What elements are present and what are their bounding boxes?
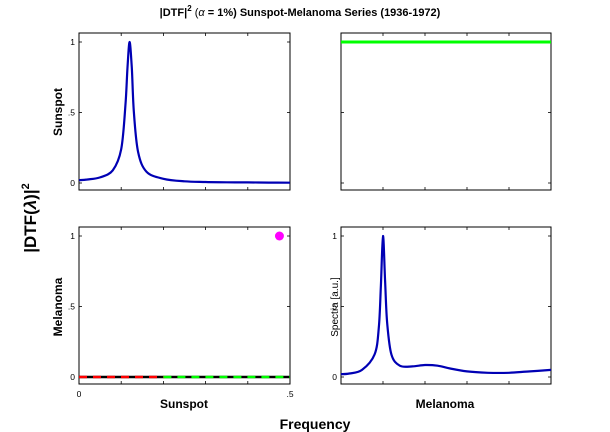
significance-marker [274,231,284,241]
spectra-label: Spectra [a.u.] [330,277,341,337]
y-tick-label: 0 [70,372,75,382]
spectrum-line [78,40,291,184]
col-label-sunspot: Sunspot [160,397,208,411]
y-axis-label: |DTF(λ)|2 [20,183,40,252]
panel-melanoma-melanoma: 0.51 [330,226,552,385]
panel-frame [78,226,291,385]
col-label-melanoma: Melanoma [416,397,475,411]
row-label-sunspot: Sunspot [51,88,65,136]
y-tick-label: 1 [332,231,337,241]
chart-title: |DTF|2 (α = 1%) Sunspot-Melanoma Series … [160,4,441,19]
y-tick-label: .5 [330,302,337,312]
row-label-melanoma: Melanoma [51,277,65,336]
panel-frame [78,32,291,191]
y-tick-label: .5 [68,108,75,118]
panel-melanoma-sunspot: 0 .5 1 0 .5 [68,226,294,399]
y-tick-label: 1 [70,37,75,47]
spectrum-line [340,234,552,376]
y-tick-label: 0 [70,178,75,188]
panel-frame [340,226,552,385]
panel-frame [340,32,552,191]
y-tick-label: .5 [68,302,75,312]
panel-sunspot-sunspot: 0.51 [68,32,291,191]
x-tick-label: .5 [286,389,293,399]
y-tick-label: 1 [70,231,75,241]
panel-sunspot-melanoma [340,32,552,191]
x-axis-label: Frequency [280,416,351,432]
x-tick-label: 0 [77,389,82,399]
y-tick-label: 0 [332,372,337,382]
